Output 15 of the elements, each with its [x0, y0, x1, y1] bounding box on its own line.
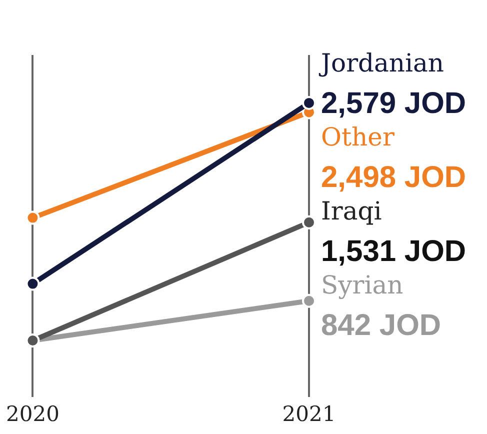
series-label: Iraqi: [321, 196, 382, 226]
data-label: 2,579 JOD: [321, 87, 466, 120]
point: [26, 276, 40, 291]
data-label: 1,531 JOD: [321, 235, 466, 268]
series-label: Syrian: [321, 270, 404, 300]
point: [26, 210, 40, 225]
point: [302, 96, 316, 110]
data-label: 2,498 JOD: [321, 161, 466, 194]
point: [302, 215, 316, 230]
x-tick-label: 2020: [6, 402, 60, 426]
series-label: Other: [321, 122, 394, 152]
point: [302, 294, 316, 308]
x-tick-label: 2021: [282, 402, 336, 426]
data-label: 842 JOD: [321, 309, 442, 342]
series-label: Jordanian: [318, 48, 444, 78]
